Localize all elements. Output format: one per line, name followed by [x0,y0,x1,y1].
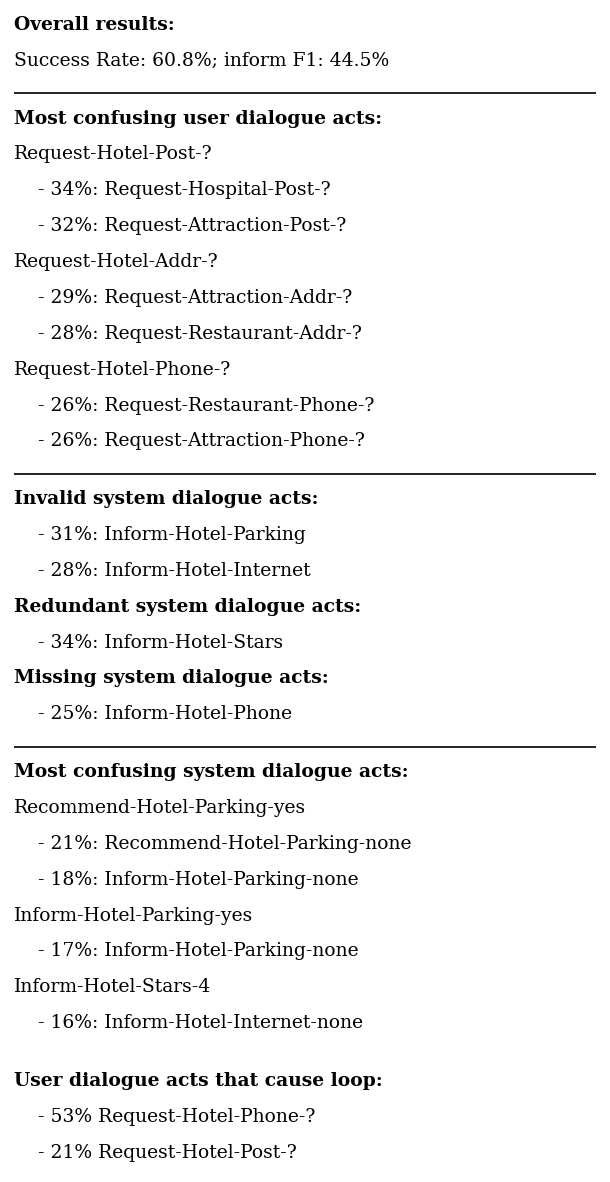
Text: Most confusing user dialogue acts:: Most confusing user dialogue acts: [13,110,382,128]
Text: - 31%: Inform-Hotel-Parking: - 31%: Inform-Hotel-Parking [38,526,306,544]
Text: User dialogue acts that cause loop:: User dialogue acts that cause loop: [13,1072,382,1090]
Text: - 18%: Inform-Hotel-Parking-none: - 18%: Inform-Hotel-Parking-none [38,871,359,889]
Text: - 28%: Request-Restaurant-Addr-?: - 28%: Request-Restaurant-Addr-? [38,325,362,343]
Text: Inform-Hotel-Stars-4: Inform-Hotel-Stars-4 [13,979,211,996]
Text: Success Rate: 60.8%; inform F1: 44.5%: Success Rate: 60.8%; inform F1: 44.5% [13,52,389,70]
Text: - 34%: Inform-Hotel-Stars: - 34%: Inform-Hotel-Stars [38,634,283,651]
Text: - 21% Request-Hotel-Post-?: - 21% Request-Hotel-Post-? [38,1144,296,1162]
Text: - 53% Request-Hotel-Phone-?: - 53% Request-Hotel-Phone-? [38,1108,315,1125]
Text: Request-Hotel-Post-?: Request-Hotel-Post-? [13,145,212,163]
Text: - 21%: Recommend-Hotel-Parking-none: - 21%: Recommend-Hotel-Parking-none [38,834,411,853]
Text: - 34%: Request-Hospital-Post-?: - 34%: Request-Hospital-Post-? [38,181,331,200]
Text: - 16%: Inform-Hotel-Internet-none: - 16%: Inform-Hotel-Internet-none [38,1014,363,1032]
Text: Overall results:: Overall results: [13,15,174,34]
Text: Invalid system dialogue acts:: Invalid system dialogue acts: [13,491,318,508]
Text: - 25%: Inform-Hotel-Phone: - 25%: Inform-Hotel-Phone [38,706,292,723]
Text: Redundant system dialogue acts:: Redundant system dialogue acts: [13,598,361,616]
Text: - 26%: Request-Attraction-Phone-?: - 26%: Request-Attraction-Phone-? [38,433,365,450]
Text: Request-Hotel-Addr-?: Request-Hotel-Addr-? [13,253,218,271]
Text: Request-Hotel-Phone-?: Request-Hotel-Phone-? [13,361,231,378]
Text: - 32%: Request-Attraction-Post-?: - 32%: Request-Attraction-Post-? [38,217,346,235]
Text: - 26%: Request-Restaurant-Phone-?: - 26%: Request-Restaurant-Phone-? [38,396,374,415]
Text: Inform-Hotel-Parking-yes: Inform-Hotel-Parking-yes [13,907,253,924]
Text: - 17%: Inform-Hotel-Parking-none: - 17%: Inform-Hotel-Parking-none [38,942,359,961]
Text: Most confusing system dialogue acts:: Most confusing system dialogue acts: [13,764,408,781]
Text: Recommend-Hotel-Parking-yes: Recommend-Hotel-Parking-yes [13,799,306,817]
Text: - 29%: Request-Attraction-Addr-?: - 29%: Request-Attraction-Addr-? [38,288,352,307]
Text: Missing system dialogue acts:: Missing system dialogue acts: [13,669,328,688]
Text: - 28%: Inform-Hotel-Internet: - 28%: Inform-Hotel-Internet [38,561,310,580]
